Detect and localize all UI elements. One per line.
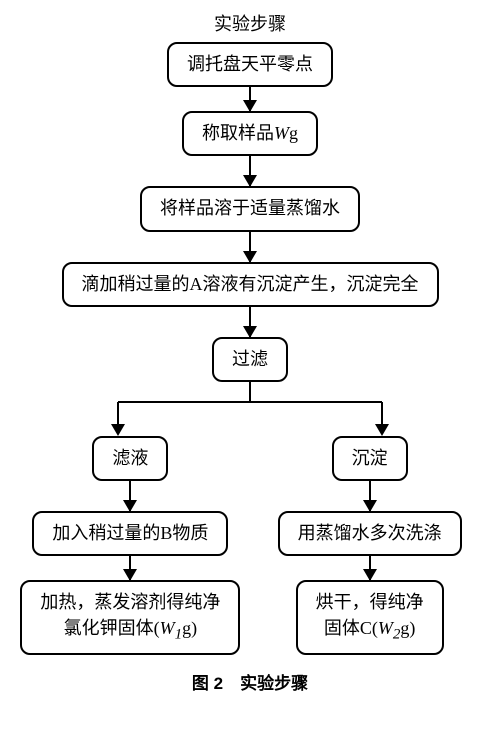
node-zero-balance: 调托盘天平零点 <box>167 42 333 87</box>
branch-filtrate: 滤液 加入稍过量的B物质 加热，蒸发溶剂得纯净 氯化钾固体(W1g) <box>20 436 241 655</box>
node-add-b: 加入稍过量的B物质 <box>32 511 228 556</box>
arrow-icon <box>249 87 251 111</box>
line2a: 固体C( <box>324 618 378 638</box>
arrow-icon <box>129 556 131 580</box>
node-filter: 过滤 <box>212 337 288 382</box>
arrow-icon <box>369 481 371 511</box>
node-dry: 烘干，得纯净 固体C(W2g) <box>296 580 444 655</box>
branches: 滤液 加入稍过量的B物质 加热，蒸发溶剂得纯净 氯化钾固体(W1g) 沉淀 用蒸… <box>20 436 480 655</box>
unit: g) <box>400 618 415 638</box>
var-w: W <box>274 123 289 143</box>
unit: g <box>289 123 298 143</box>
arrow-icon <box>129 481 131 511</box>
var-w1: W1 <box>160 618 183 638</box>
diagram-title: 实验步骤 <box>0 0 500 42</box>
node-evaporate: 加热，蒸发溶剂得纯净 氯化钾固体(W1g) <box>20 580 240 655</box>
node-dissolve: 将样品溶于适量蒸馏水 <box>140 186 360 231</box>
flowchart: 调托盘天平零点 称取样品Wg 将样品溶于适量蒸馏水 滴加稍过量的A溶液有沉淀产生… <box>0 42 500 655</box>
branch-precipitate: 沉淀 用蒸馏水多次洗涤 烘干，得纯净 固体C(W2g) <box>259 436 480 655</box>
node-weigh-sample: 称取样品Wg <box>182 111 318 156</box>
unit: g) <box>182 618 197 638</box>
arrow-icon <box>369 556 371 580</box>
line1: 烘干，得纯净 <box>316 592 424 612</box>
node-wash: 用蒸馏水多次洗涤 <box>278 511 462 556</box>
node-precipitate: 沉淀 <box>332 436 408 481</box>
line2a: 氯化钾固体( <box>64 618 160 638</box>
split-connector <box>20 382 480 436</box>
line1: 加热，蒸发溶剂得纯净 <box>40 592 220 612</box>
arrow-icon <box>249 307 251 337</box>
arrow-icon <box>249 156 251 186</box>
node-add-solution-a: 滴加稍过量的A溶液有沉淀产生，沉淀完全 <box>62 262 439 307</box>
arrow-icon <box>249 232 251 262</box>
text: 称取样品 <box>202 123 274 143</box>
node-filtrate: 滤液 <box>92 436 168 481</box>
split-svg <box>20 382 480 436</box>
figure-caption: 图 2 实验步骤 <box>0 669 500 694</box>
var-w2: W2 <box>378 618 401 638</box>
